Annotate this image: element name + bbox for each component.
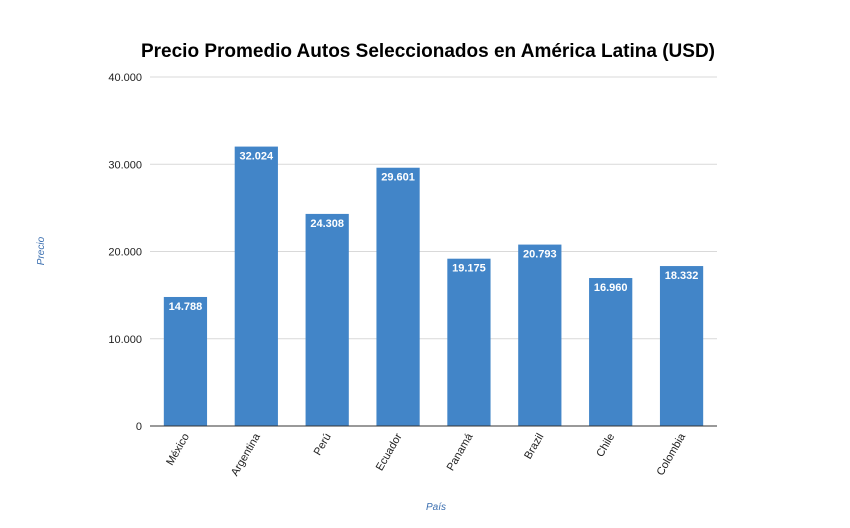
y-axis-title: Precio: [36, 236, 47, 265]
data-label: 32.024: [239, 151, 274, 163]
x-tick-label: Chile: [594, 432, 617, 460]
x-tick-label: Colombia: [655, 431, 689, 478]
data-label: 29.601: [381, 172, 415, 184]
bar: [659, 266, 704, 426]
data-label: 19.175: [452, 263, 486, 275]
y-tick-label: 40.000: [108, 72, 142, 84]
bars: [163, 146, 704, 427]
bar: [163, 296, 208, 426]
x-tick-label: México: [164, 432, 192, 468]
bar: [518, 244, 562, 426]
x-tick-label: Panamá: [445, 431, 476, 473]
chart-title: Precio Promedio Autos Seleccionados en A…: [141, 41, 715, 62]
x-tick-label: Argentina: [229, 431, 263, 479]
bar: [234, 146, 278, 426]
x-axis-ticks: México Argentina Perú Ecuador Panamá Brazil Ch…: [164, 431, 688, 479]
x-tick-label: Perú: [312, 432, 334, 458]
x-tick-label: Brazil: [522, 432, 546, 462]
data-labels: 14.788 32.024 24.308 29.601 19.175 20.793 16.9…: [169, 151, 699, 313]
bar: [305, 213, 349, 426]
x-tick-label: Ecuador: [374, 431, 405, 473]
y-tick-label: 30.000: [108, 159, 142, 171]
y-tick-label: 20.000: [108, 247, 142, 259]
x-axis-title: País: [426, 502, 446, 513]
data-label: 18.332: [665, 270, 699, 282]
y-axis-ticks: 0 10.000 20.000 30.000 40.000: [108, 72, 142, 433]
data-label: 16.960: [594, 282, 628, 294]
data-label: 14.788: [169, 301, 203, 313]
bar: [447, 258, 491, 426]
bar: [376, 167, 420, 427]
data-label: 24.308: [310, 218, 344, 230]
y-tick-label: 0: [136, 421, 142, 433]
y-tick-label: 10.000: [108, 334, 142, 346]
data-label: 20.793: [523, 249, 557, 261]
bar: [589, 278, 633, 426]
